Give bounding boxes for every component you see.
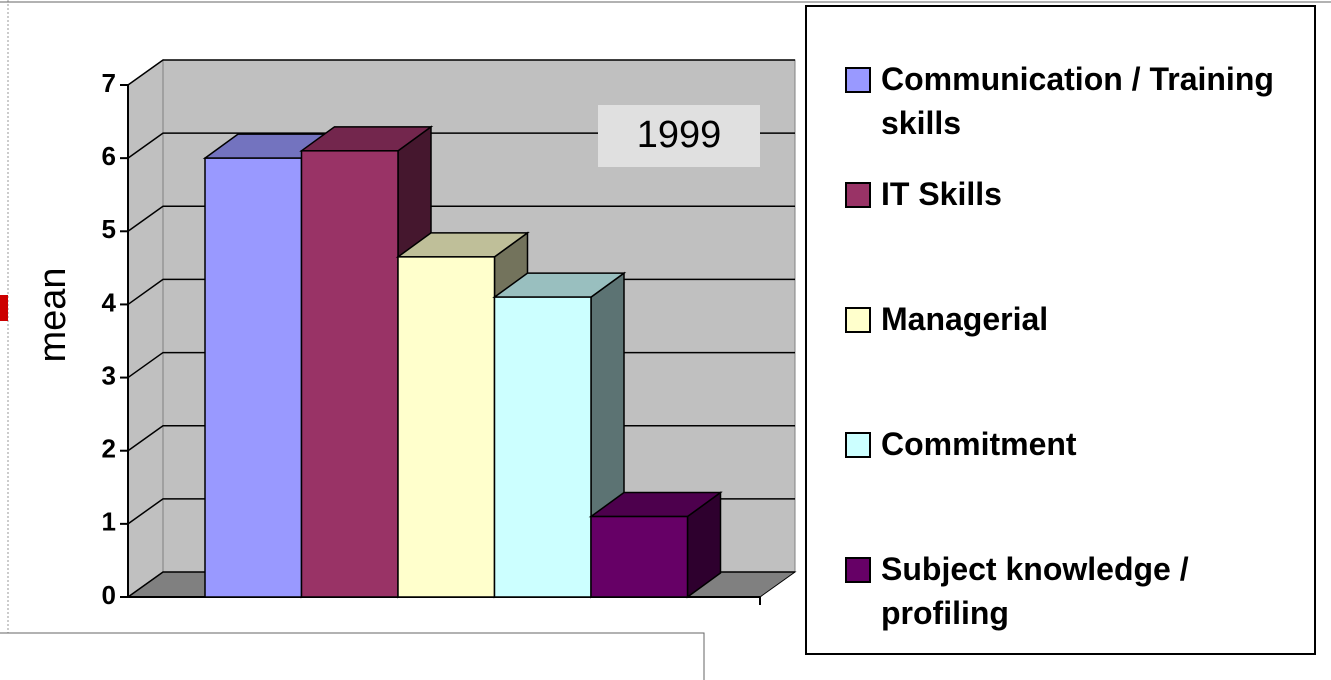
y-tick-label: 6	[102, 141, 116, 171]
bar	[300, 150, 399, 598]
legend-entry: Managerial	[845, 297, 1285, 341]
grid-line	[127, 59, 795, 86]
y-tick-label: 1	[102, 507, 116, 537]
y-tick-label: 5	[102, 214, 116, 244]
legend-entry: Commitment	[845, 422, 1285, 466]
annotation-box	[598, 105, 760, 167]
legend-entry: Communication / Training skills	[845, 57, 1285, 145]
legend-label: IT Skills	[881, 176, 1002, 212]
legend-entry: Subject knowledge / profiling	[845, 547, 1285, 635]
plot: 0 1 2 3 4 5 6 7	[102, 59, 797, 610]
legend-swatch	[845, 307, 871, 333]
grid-line	[127, 132, 795, 159]
y-tick-label: 3	[102, 360, 116, 390]
legend-swatch	[845, 182, 871, 208]
legend-label: Communication / Training skills	[881, 61, 1274, 141]
legend-entry: IT Skills	[845, 172, 1285, 216]
legend-label: Managerial	[881, 301, 1049, 337]
bar	[204, 157, 303, 598]
legend-swatch	[845, 557, 871, 583]
bar	[397, 256, 496, 598]
side-wall	[127, 59, 164, 598]
legend-label: Commitment	[881, 426, 1077, 462]
bar	[590, 515, 689, 598]
y-tick-label: 7	[102, 68, 116, 98]
text-box	[0, 632, 705, 680]
y-tick-label: 4	[102, 287, 117, 317]
legend-swatch	[845, 67, 871, 93]
side-marker	[0, 295, 8, 321]
y-axis-label: mean	[32, 267, 74, 362]
y-tick-label: 2	[102, 434, 116, 464]
y-tick-label: 0	[102, 580, 116, 610]
legend-swatch	[845, 432, 871, 458]
bar	[493, 296, 592, 598]
annotation: 1999	[637, 114, 722, 156]
grid-line	[127, 205, 795, 232]
legend: Communication / Training skills IT Skills…	[805, 5, 1316, 655]
legend-label: Subject knowledge / profiling	[881, 551, 1189, 631]
